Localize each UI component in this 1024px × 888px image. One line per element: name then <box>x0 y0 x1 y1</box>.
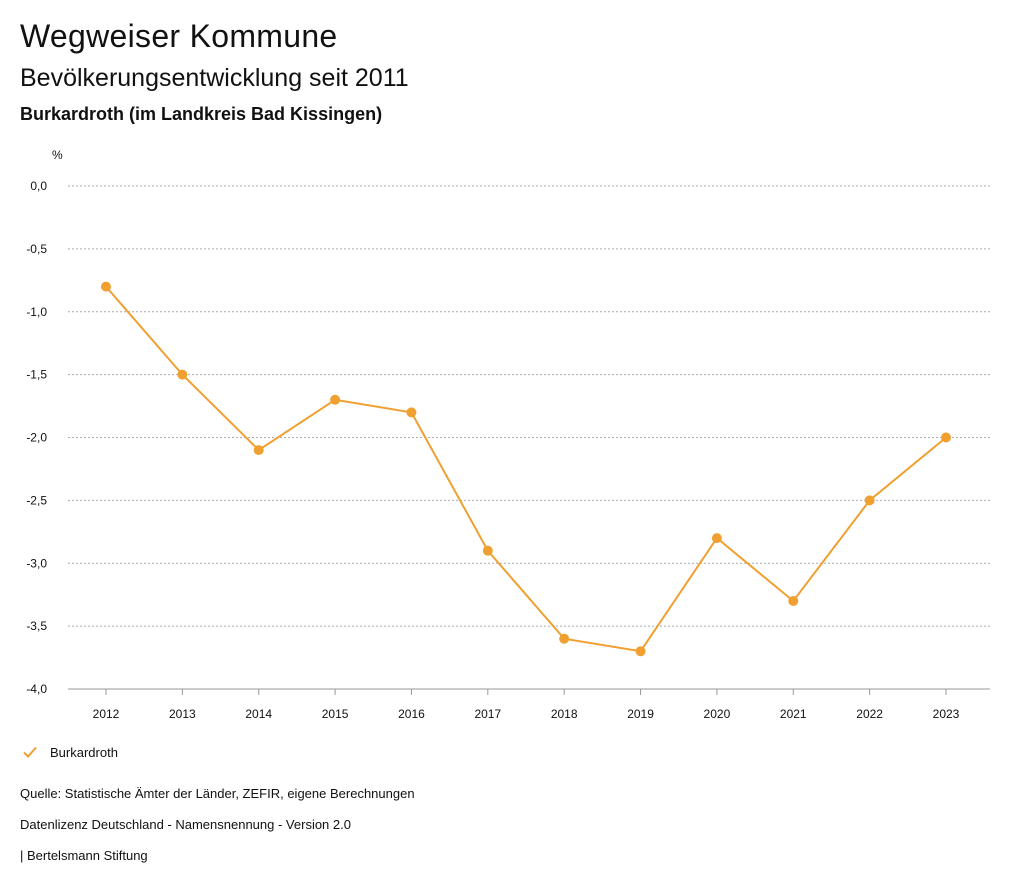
credit-note: | Bertelsmann Stiftung <box>20 848 148 863</box>
x-tick-label: 2012 <box>93 707 120 721</box>
x-axis-ticks: 2012 2013 2014 2015 2016 2017 2018 2019 2020 2021… <box>93 689 960 721</box>
y-tick-label: 0,0 <box>30 179 47 193</box>
x-tick-label: 2020 <box>704 707 731 721</box>
data-point[interactable] <box>559 633 570 644</box>
series-line <box>105 285 947 653</box>
data-point[interactable] <box>482 545 493 556</box>
x-tick-label: 2016 <box>398 707 425 721</box>
x-tick-label: 2018 <box>551 707 578 721</box>
x-tick-label: 2021 <box>780 707 807 721</box>
line-chart: % 0,0 -0,5 -1,0 -1,5 -2,0 -2,5 -3,0 -3,5 -4,0 20… <box>26 148 990 721</box>
data-point[interactable] <box>101 281 111 292</box>
check-icon <box>23 746 37 758</box>
license-link[interactable]: Datenlizenz Deutschland - Namensnennung … <box>20 817 351 832</box>
series-burkardroth[interactable] <box>101 281 951 657</box>
data-point[interactable] <box>253 445 264 456</box>
data-point[interactable] <box>635 646 646 657</box>
grid-lines <box>68 185 990 690</box>
y-unit-label: % <box>52 148 63 162</box>
x-tick-label: 2017 <box>474 707 501 721</box>
data-point[interactable] <box>711 533 722 544</box>
y-tick-label: -3,0 <box>26 556 47 570</box>
y-axis-ticks: 0,0 -0,5 -1,0 -1,5 -2,0 -2,5 -3,0 -3,5 -4,0 <box>26 179 47 696</box>
data-point[interactable] <box>788 595 799 606</box>
data-point[interactable] <box>330 394 341 405</box>
chart-region-label: Burkardroth (im Landkreis Bad Kissingen) <box>20 104 383 124</box>
data-point[interactable] <box>406 407 417 418</box>
data-point[interactable] <box>864 495 875 506</box>
y-tick-label: -3,5 <box>26 619 47 633</box>
x-tick-label: 2019 <box>627 707 654 721</box>
source-note: Quelle: Statistische Ämter der Länder, Z… <box>20 786 415 801</box>
y-tick-label: -4,0 <box>26 682 47 696</box>
legend-label: Burkardroth <box>50 744 118 760</box>
x-tick-label: 2014 <box>245 707 272 721</box>
y-tick-label: -1,0 <box>26 305 47 319</box>
data-point[interactable] <box>177 369 188 380</box>
y-tick-label: -2,5 <box>26 493 47 507</box>
y-tick-label: -2,0 <box>26 431 47 445</box>
x-tick-label: 2022 <box>856 707 883 721</box>
x-tick-label: 2013 <box>169 707 196 721</box>
data-point[interactable] <box>941 432 951 443</box>
page-title: Wegweiser Kommune <box>20 18 338 54</box>
chart-subtitle: Bevölkerungsentwicklung seit 2011 <box>20 64 409 92</box>
y-tick-label: -1,5 <box>26 368 47 382</box>
x-tick-label: 2023 <box>933 707 960 721</box>
chart-legend[interactable]: Burkardroth <box>22 744 118 760</box>
y-tick-label: -0,5 <box>26 242 47 256</box>
x-tick-label: 2015 <box>322 707 349 721</box>
